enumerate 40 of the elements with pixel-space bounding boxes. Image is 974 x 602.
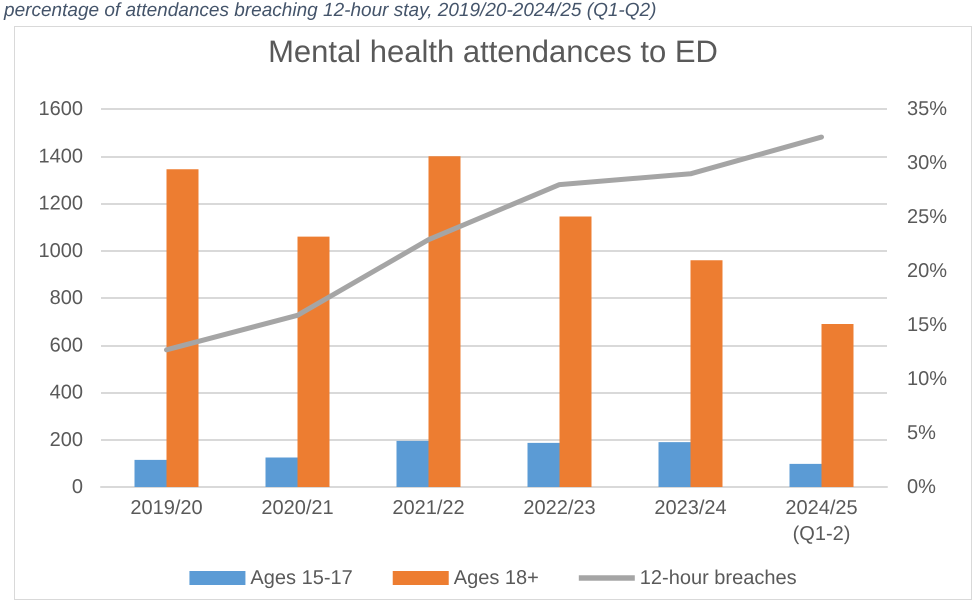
y-tick-label: 200 [50,428,83,451]
y-tick-label: 1600 [38,98,83,120]
y-tick-label: 1000 [38,240,83,262]
bar [528,442,560,487]
y2-tick-label: 15% [907,314,948,336]
x-tick-label: 2024/25 (Q1-2) [785,497,858,545]
x-tick-label: 2021/22 [392,497,465,519]
chart-title: Mental health attendances to ED [268,34,718,69]
text: percentage of attendances breaching 12-hour stay, 2019/20-2024/25 (Q1-Q2) [4,0,656,22]
legend-label: Ages 18+ [454,567,539,589]
bar [428,156,460,487]
y2-tick-label: 10% [907,368,948,390]
bar [134,460,166,487]
x-tick-label: 2022/23 [523,497,596,519]
bar [166,169,198,487]
legend-label: Ages 15-17 [250,567,353,589]
y-tick-label: 1400 [38,145,83,168]
y2-tick-label: 20% [907,260,948,282]
y2-tick-label: 0% [907,476,936,498]
y2-tick-label: 25% [907,206,948,228]
bar [266,457,298,487]
bar [298,236,330,487]
bar [790,464,822,487]
bar [396,440,428,487]
y-tick-label: 800 [50,287,83,309]
bar [690,260,722,487]
x-tick-label: 2019/20 [130,497,203,519]
y2-tick-label: 35% [907,98,948,120]
y-tick-label: 600 [50,334,83,356]
bar [822,324,854,487]
y2-tick-label: 30% [907,152,948,174]
y2-tick-label: 5% [907,422,936,444]
y-tick-label: 1200 [38,192,83,214]
x-tick-label: 2020/21 [261,497,334,519]
legend-label: 12-hour breaches [640,567,797,589]
y-tick-label: 0 [72,476,83,498]
x-tick-label: 2023/24 [654,497,727,519]
bar [560,216,592,487]
y-tick-label: 400 [50,382,83,404]
bar [658,442,690,487]
